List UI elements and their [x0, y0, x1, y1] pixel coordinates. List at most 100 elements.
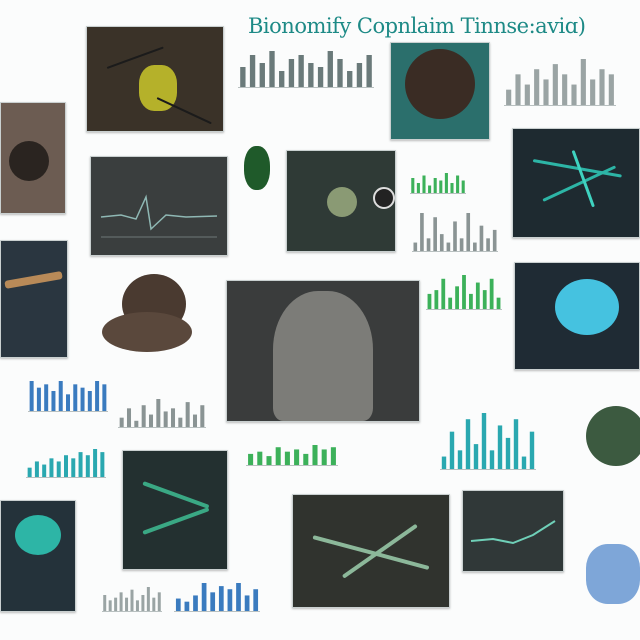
- chart-bar: [366, 55, 372, 87]
- chart-bar: [457, 450, 463, 469]
- chart-bar: [486, 238, 490, 251]
- chart-bar: [330, 447, 336, 465]
- chart-bar: [78, 452, 83, 477]
- chart-bar: [446, 242, 451, 251]
- insect-specimen-image: [86, 26, 224, 132]
- chart-bar: [433, 178, 437, 193]
- chart-bar: [141, 405, 146, 427]
- chart-10-svg: [26, 449, 106, 478]
- chart-bar: [441, 278, 446, 309]
- chart-bar: [448, 297, 453, 309]
- jellyfish-image: [0, 500, 76, 612]
- chart-bar: [200, 405, 205, 427]
- chart-bar: [51, 391, 56, 411]
- chart-bar: [515, 74, 521, 105]
- chart-bar: [85, 455, 90, 477]
- chart-9-svg: [246, 445, 338, 466]
- chart-bar: [130, 589, 134, 611]
- urchin-body: [586, 406, 640, 466]
- chart-bar: [455, 286, 459, 309]
- blue-pod-image: [582, 540, 640, 610]
- chart-bar: [58, 381, 63, 411]
- chart-bar: [257, 451, 263, 465]
- chart-bar: [534, 69, 540, 105]
- chart-panel-8: [438, 410, 538, 472]
- chart-bar: [461, 180, 465, 193]
- chart-bar: [125, 597, 129, 611]
- chart-bar: [298, 55, 304, 87]
- chart-bar: [450, 183, 454, 193]
- chart-bar: [524, 84, 530, 105]
- cell-core: [327, 187, 357, 217]
- chart-bar: [475, 282, 480, 309]
- chart-bar: [114, 597, 118, 611]
- chart-bar: [175, 598, 181, 611]
- chart-bar: [34, 461, 39, 477]
- chart-bar: [141, 595, 145, 611]
- page-title: Bionomify Copnlaim Tinnse:aviɑ): [248, 14, 586, 38]
- chart-bar: [156, 399, 161, 427]
- chart-12-svg: [102, 587, 162, 612]
- chart-bar: [27, 467, 32, 477]
- chart-bar: [317, 67, 324, 87]
- chart-bar: [479, 225, 484, 251]
- chart-bar: [248, 453, 254, 465]
- chart-bar: [294, 449, 300, 465]
- chart-bar: [64, 455, 68, 477]
- chart-bar: [244, 595, 250, 611]
- chart-bar: [506, 89, 512, 105]
- blob-base: [102, 312, 192, 352]
- chart-bar: [253, 589, 259, 611]
- chart-bar: [456, 175, 460, 193]
- chart-7-svg: [118, 399, 206, 428]
- chart-bar: [249, 55, 256, 87]
- chart-panel-1: [236, 48, 376, 90]
- fungus-cap: [405, 49, 475, 119]
- chart-1-svg: [238, 51, 374, 88]
- star-cell-image: [286, 150, 396, 252]
- chart-bar: [505, 437, 511, 469]
- chart-bar: [259, 63, 265, 87]
- chart-panel-3: [408, 170, 468, 196]
- chart-bar: [157, 592, 161, 611]
- chart-bar: [218, 586, 224, 611]
- chart-bar: [93, 449, 98, 477]
- beetle-image: [234, 140, 282, 194]
- chart-bar: [497, 425, 503, 469]
- dendrite-branch: [142, 507, 210, 535]
- green-dendrite-image: [122, 450, 228, 570]
- chart-panel-6: [26, 378, 110, 414]
- chart-bar: [108, 600, 112, 611]
- chart-bar: [433, 217, 437, 251]
- chart-bar: [444, 173, 448, 193]
- chart-bar: [327, 51, 333, 87]
- chart-bar: [439, 180, 443, 193]
- fungus-bloom-image: [390, 42, 490, 140]
- chart-bar: [562, 74, 568, 105]
- chart-bar: [44, 384, 49, 411]
- chart-bar: [422, 175, 426, 193]
- chart-5-svg: [426, 275, 502, 310]
- chart-bar: [608, 74, 614, 105]
- chart-bar: [462, 275, 466, 309]
- beetle-body: [244, 146, 270, 190]
- chart-4-svg: [412, 213, 498, 252]
- large-organ-image: [226, 280, 420, 422]
- chart-bar: [481, 413, 487, 469]
- chart-bar: [496, 297, 501, 309]
- dark-trace-panel: [462, 490, 564, 572]
- chart-bar: [80, 387, 85, 411]
- fuzzy-blob-image: [98, 268, 200, 362]
- chart-panel-2: [502, 56, 618, 108]
- chart-bar: [146, 587, 150, 611]
- chart-bar: [163, 411, 168, 427]
- chart-bar: [134, 420, 139, 427]
- chart-bar: [303, 453, 309, 465]
- chart-bar: [590, 79, 596, 105]
- chart-bar: [56, 461, 61, 477]
- chart-bar: [288, 59, 295, 87]
- chart-bar: [279, 71, 285, 87]
- chart-bar: [210, 592, 216, 611]
- signal-chart-panel: [90, 156, 228, 256]
- dendrite-branch: [142, 481, 210, 509]
